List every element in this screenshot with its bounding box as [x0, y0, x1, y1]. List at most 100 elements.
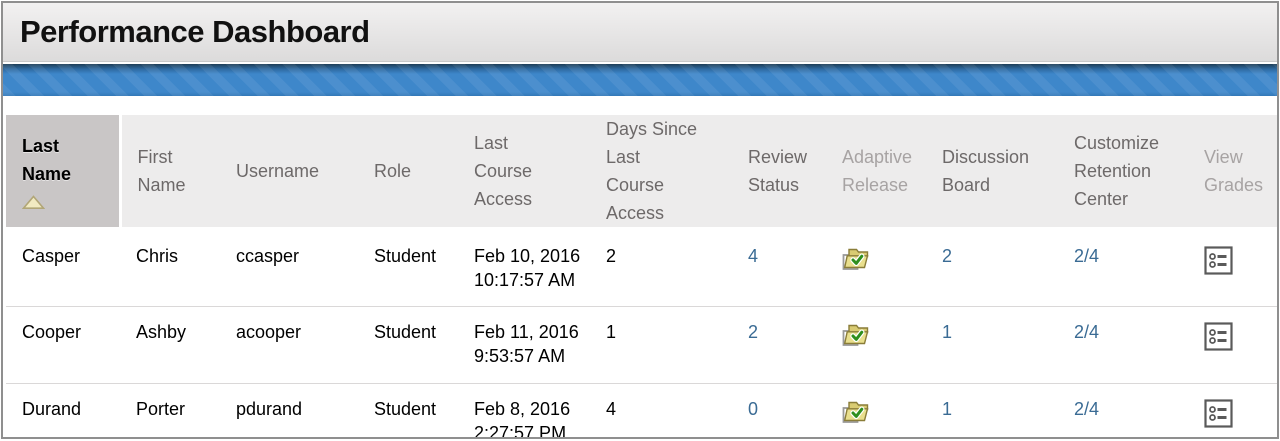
- column-header-discussion-board[interactable]: Discussion Board: [926, 115, 1058, 231]
- cell-last-name: Durand: [6, 382, 120, 437]
- cell-last-course-access: Feb 11, 2016 9:53:57 AM: [458, 305, 590, 383]
- column-header-days-since[interactable]: Days Since Last Course Access: [590, 115, 732, 231]
- page-header: Performance Dashboard: [3, 3, 1277, 62]
- last-course-access-date: Feb 8, 2016: [474, 398, 571, 419]
- page-title: Performance Dashboard: [20, 14, 370, 49]
- cell-last-name: Cooper: [6, 305, 120, 383]
- column-header-retention-center[interactable]: Customize Retention Center: [1058, 115, 1188, 231]
- cell-view-grades: [1188, 229, 1277, 306]
- discussion-board-link[interactable]: 2: [942, 246, 953, 266]
- role-value: Student: [374, 321, 437, 342]
- last-name-value: Durand: [22, 398, 82, 419]
- cell-first-name: Ashby: [120, 305, 220, 383]
- first-name-value: Ashby: [136, 321, 187, 342]
- cell-role: Student: [358, 229, 458, 306]
- review-status-link[interactable]: 2: [748, 321, 759, 342]
- cell-adaptive-release: [826, 305, 926, 383]
- role-value: Student: [374, 398, 437, 419]
- days-since-value: 4: [606, 398, 617, 419]
- cell-discussion-board: 1: [926, 382, 1058, 437]
- column-header-label: First Name: [137, 147, 186, 195]
- last-name-value: Casper: [22, 246, 81, 266]
- cell-adaptive-release: [826, 229, 926, 306]
- review-status-link[interactable]: 4: [748, 246, 759, 266]
- retention-center-link[interactable]: 2/4: [1074, 246, 1100, 266]
- discussion-board-link[interactable]: 1: [942, 321, 953, 342]
- column-header-label: Adaptive Release: [842, 147, 913, 195]
- cell-retention-center: 2/4: [1058, 229, 1188, 306]
- cell-days-since: 2: [590, 229, 732, 306]
- folder-check-icon[interactable]: [842, 320, 873, 349]
- student-row: Cooper Ashby acooper Student Feb 11, 2016 9:5…: [6, 305, 1277, 383]
- column-header-label: Review Status: [748, 147, 808, 195]
- column-header-username[interactable]: Username: [220, 115, 358, 231]
- days-since-value: 2: [606, 246, 617, 266]
- cell-username: ccasper: [220, 229, 358, 306]
- cell-adaptive-release: [826, 382, 926, 437]
- column-header-label: Discussion Board: [942, 147, 1030, 195]
- cell-last-name: Casper: [6, 229, 120, 306]
- column-header-label: Role: [374, 161, 412, 181]
- cell-review-status: 0: [732, 382, 826, 437]
- column-header-label: Customize Retention Center: [1074, 133, 1160, 209]
- column-header-role[interactable]: Role: [358, 115, 458, 231]
- decorative-blue-bar: [3, 64, 1277, 96]
- retention-center-link[interactable]: 2/4: [1074, 321, 1100, 342]
- last-course-access-date: Feb 10, 2016: [474, 246, 581, 266]
- grade-details-icon[interactable]: [1204, 397, 1233, 428]
- column-header-label: View Grades: [1204, 147, 1264, 195]
- review-status-link[interactable]: 0: [748, 398, 759, 419]
- cell-view-grades: [1188, 382, 1277, 437]
- last-course-access-time: 2:27:57 PM: [474, 422, 567, 439]
- username-value: acooper: [236, 321, 302, 342]
- grade-details-icon[interactable]: [1204, 244, 1233, 275]
- column-header-first-name[interactable]: First Name: [120, 115, 220, 231]
- column-header-label: Days Since Last Course Access: [606, 119, 698, 223]
- cell-days-since: 4: [590, 382, 732, 437]
- performance-table: Last Name First Name Username Role Last Cour…: [6, 115, 1277, 439]
- cell-first-name: Porter: [120, 382, 220, 437]
- role-value: Student: [374, 246, 437, 266]
- cell-days-since: 1: [590, 305, 732, 383]
- cell-username: pdurand: [220, 382, 358, 437]
- days-since-value: 1: [606, 321, 617, 342]
- column-header-label: Username: [236, 161, 320, 181]
- column-header-view-grades: View Grades: [1188, 115, 1277, 231]
- student-row: Casper Chris ccasper Student Feb 10, 2016 10:…: [6, 229, 1277, 306]
- last-course-access-time: 9:53:57 AM: [474, 345, 566, 366]
- username-value: pdurand: [236, 398, 303, 419]
- discussion-board-link[interactable]: 1: [942, 398, 953, 419]
- table-container: Last Name First Name Username Role Last Cour…: [6, 115, 1277, 439]
- cell-view-grades: [1188, 305, 1277, 383]
- cell-username: acooper: [220, 305, 358, 383]
- student-row: Durand Porter pdurand Student Feb 8, 2016 2:2…: [6, 382, 1277, 439]
- column-header-review-status[interactable]: Review Status: [732, 115, 826, 231]
- cell-role: Student: [358, 382, 458, 437]
- column-header-last-name[interactable]: Last Name: [6, 115, 122, 231]
- folder-check-icon[interactable]: [842, 244, 873, 273]
- first-name-value: Porter: [136, 398, 186, 419]
- table-header-row: Last Name First Name Username Role Last Cour…: [6, 115, 1277, 231]
- cell-review-status: 4: [732, 229, 826, 306]
- first-name-value: Chris: [136, 246, 179, 266]
- cell-discussion-board: 2: [926, 229, 1058, 306]
- folder-check-icon[interactable]: [842, 397, 873, 426]
- cell-first-name: Chris: [120, 229, 220, 306]
- cell-last-course-access: Feb 10, 2016 10:17:57 AM: [458, 229, 590, 306]
- last-name-value: Cooper: [22, 321, 82, 342]
- last-course-access-time: 10:17:57 AM: [474, 270, 576, 290]
- last-course-access-date: Feb 11, 2016: [474, 321, 579, 342]
- column-header-last-course-access[interactable]: Last Course Access: [458, 115, 590, 231]
- cell-retention-center: 2/4: [1058, 305, 1188, 383]
- retention-center-link[interactable]: 2/4: [1074, 398, 1100, 419]
- cell-review-status: 2: [732, 305, 826, 383]
- cell-last-course-access: Feb 8, 2016 2:27:57 PM: [458, 382, 590, 439]
- cell-role: Student: [358, 305, 458, 383]
- username-value: ccasper: [236, 246, 300, 266]
- grade-details-icon[interactable]: [1204, 320, 1233, 351]
- column-header-adaptive-release: Adaptive Release: [826, 115, 926, 231]
- column-header-label: Last Course Access: [474, 133, 533, 209]
- column-header-label: Last Name: [22, 136, 72, 184]
- cell-discussion-board: 1: [926, 305, 1058, 383]
